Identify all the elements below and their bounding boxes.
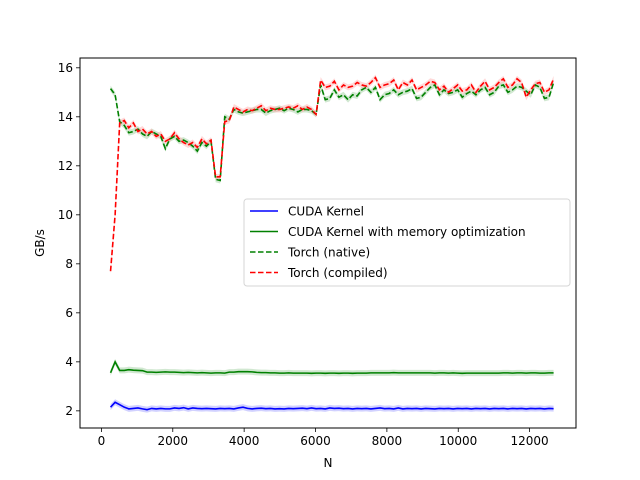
series-band-1: [110, 358, 554, 377]
x-tick-label: 10000: [439, 434, 477, 448]
series-lines: [109, 76, 555, 411]
y-axis-label: GB/s: [33, 229, 47, 257]
series-line-1: [109, 359, 554, 375]
y-tick-label: 14: [58, 110, 73, 124]
y-tick-label: 10: [58, 208, 73, 222]
y-tick-label: 4: [65, 355, 73, 369]
legend-label-3: Torch (compiled): [287, 266, 388, 280]
legend-label-1: CUDA Kernel with memory optimization: [288, 225, 526, 239]
legend: CUDA Kernel CUDA Kernel with memory optim…: [243, 198, 571, 287]
legend-box: [243, 198, 571, 287]
y-tick-label: 16: [58, 61, 73, 75]
series-line-3: [109, 76, 555, 272]
x-tick-label: 0: [98, 434, 106, 448]
x-axis-label: N: [324, 456, 333, 470]
x-axis: 0 2000 4000 6000 8000 10000 12000: [98, 428, 549, 448]
y-tick-label: 8: [65, 257, 73, 271]
x-tick-label: 4000: [229, 434, 260, 448]
series-line-2: [109, 82, 555, 182]
series-line-0: [109, 401, 554, 411]
y-axis: 2 4 6 8 10 12 14 16: [58, 61, 80, 418]
x-tick-label: 8000: [372, 434, 403, 448]
y-tick-label: 6: [65, 306, 73, 320]
x-tick-label: 2000: [158, 434, 189, 448]
y-tick-label: 2: [65, 404, 73, 418]
y-tick-label: 12: [58, 159, 73, 173]
x-tick-label: 12000: [511, 434, 549, 448]
plot-frame: [79, 57, 577, 429]
legend-label-2: Torch (native): [287, 246, 370, 260]
legend-label-0: CUDA Kernel: [288, 205, 364, 219]
series-band-2: [110, 79, 554, 184]
series-band-0: [110, 399, 554, 413]
x-tick-label: 6000: [300, 434, 331, 448]
